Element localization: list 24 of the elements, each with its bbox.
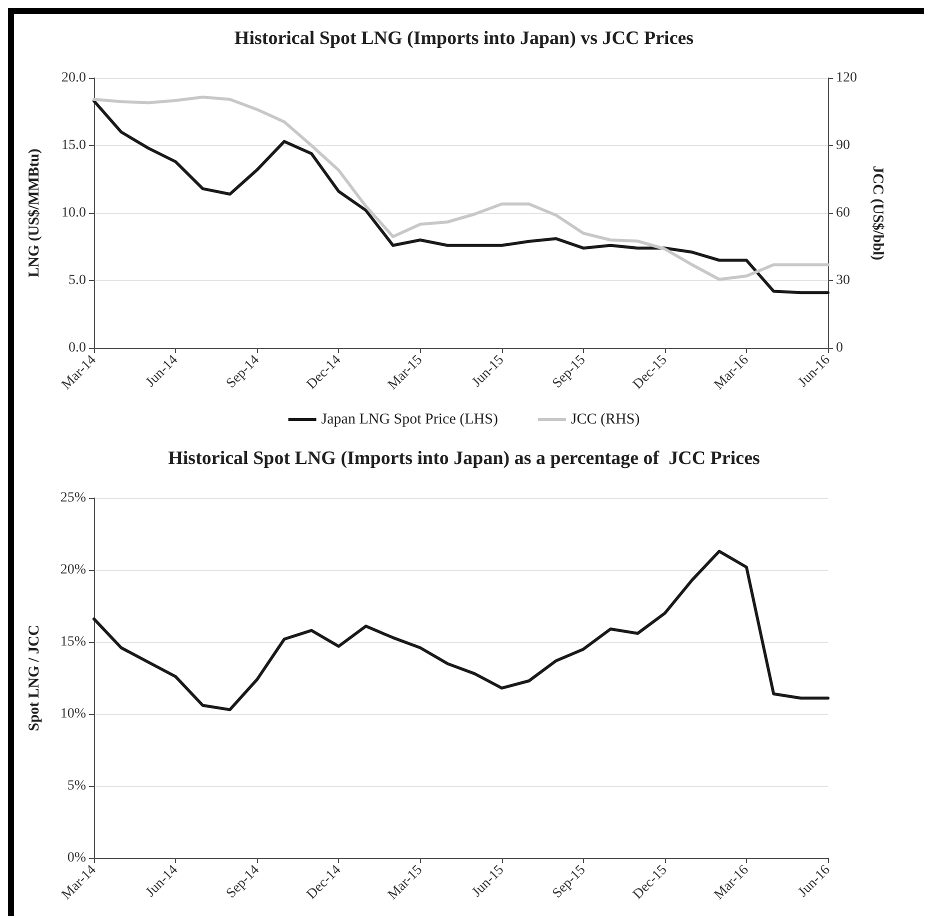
y2-tick-label: 30 bbox=[836, 273, 850, 288]
y-tick-label: 10% bbox=[60, 706, 86, 722]
y-tick-label: 20% bbox=[60, 562, 86, 578]
y-tick-label: 5% bbox=[67, 778, 86, 794]
legend-label: Japan LNG Spot Price (LHS) bbox=[321, 412, 498, 428]
y2-tick-label: 90 bbox=[836, 138, 850, 153]
y-tick-label: 5.0 bbox=[68, 273, 86, 288]
y2-tick-label: 120 bbox=[836, 70, 857, 86]
y2-axis-title: JCC (US$/bbl) bbox=[870, 166, 886, 260]
y-axis-title: Spot LNG / JCC bbox=[26, 624, 42, 732]
chart-title: Historical Spot LNG (Imports into Japan) as a percentage of JCC Prices bbox=[168, 448, 760, 469]
y-tick-label: 15% bbox=[60, 634, 86, 650]
chart-title: Historical Spot LNG (Imports into Japan) vs JCC Prices bbox=[234, 28, 694, 49]
y-tick-label: 0.0 bbox=[68, 340, 86, 356]
y-tick-label: 0% bbox=[67, 850, 86, 866]
y-tick-label: 10.0 bbox=[62, 206, 86, 220]
y2-tick-label: 0 bbox=[836, 340, 843, 356]
legend-label: JCC (RHS) bbox=[570, 412, 640, 428]
y-tick-label: 20.0 bbox=[62, 70, 86, 86]
y-axis-title: LNG (US$/MMBtu) bbox=[26, 148, 42, 278]
y2-tick-label: 60 bbox=[836, 206, 850, 220]
y-tick-label: 25% bbox=[60, 490, 86, 506]
y-tick-label: 15.0 bbox=[62, 138, 86, 153]
line-series bbox=[92, 550, 830, 712]
